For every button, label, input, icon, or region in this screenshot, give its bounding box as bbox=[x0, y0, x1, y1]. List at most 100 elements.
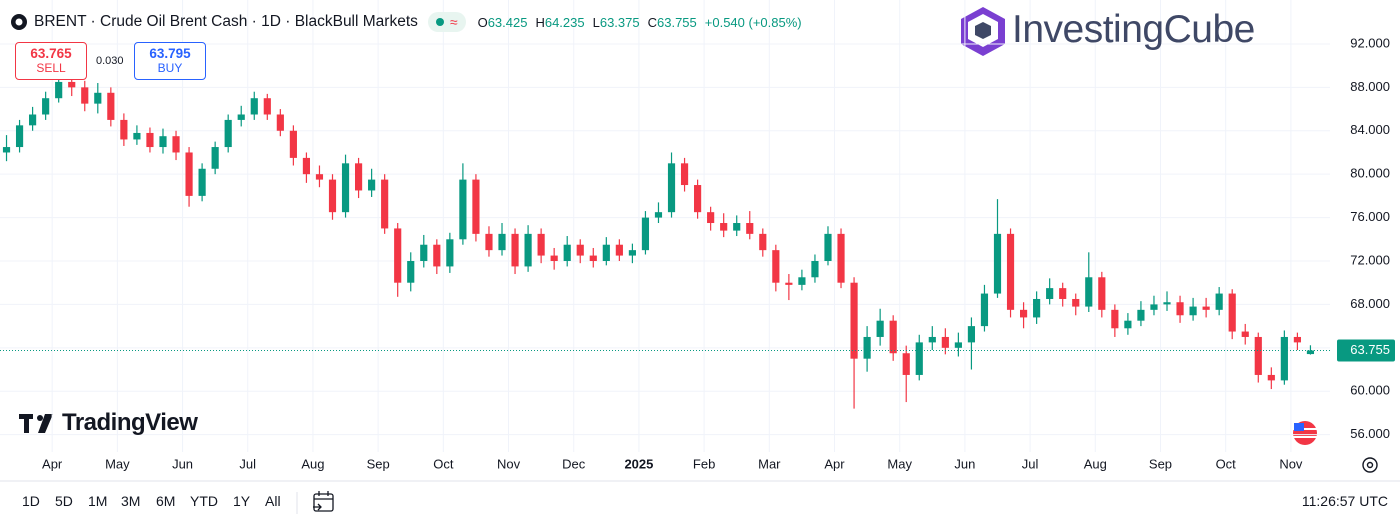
range-button[interactable]: YTD bbox=[190, 493, 218, 509]
candle-body bbox=[707, 212, 715, 224]
ohlc-value: 63.755 bbox=[657, 14, 697, 30]
watermark[interactable]: TradingView bbox=[62, 409, 198, 436]
ohlc-label: O bbox=[477, 14, 488, 30]
candle-body bbox=[524, 233, 532, 267]
candle-body bbox=[1098, 277, 1106, 310]
candle-body bbox=[1215, 293, 1223, 310]
candle-body bbox=[263, 98, 271, 115]
candle-body bbox=[289, 130, 297, 158]
candle-body bbox=[1124, 320, 1132, 329]
clock[interactable]: 11:26:57 UTC bbox=[1301, 493, 1388, 509]
candle-body bbox=[1293, 336, 1301, 343]
x-tick-label: Mar bbox=[758, 456, 781, 471]
candle-body bbox=[94, 92, 102, 104]
candle-body bbox=[498, 233, 506, 251]
candle-body bbox=[550, 255, 558, 261]
range-button[interactable]: 5D bbox=[55, 493, 73, 509]
x-tick-label: 2025 bbox=[624, 456, 653, 471]
range-button[interactable]: 1D bbox=[22, 493, 40, 509]
range-button[interactable]: 1Y bbox=[233, 493, 251, 509]
x-tick-label: Jun bbox=[954, 456, 975, 471]
candle-body bbox=[368, 179, 376, 191]
sell-price: 63.765 bbox=[30, 46, 72, 61]
candle-body bbox=[211, 147, 219, 169]
ohlc-item: H64.235 bbox=[535, 15, 584, 30]
last-price-badge bbox=[1337, 339, 1395, 362]
flag-icon bbox=[1293, 421, 1317, 445]
x-tick-label: Feb bbox=[693, 456, 715, 471]
x-tick-label: May bbox=[105, 456, 130, 471]
candle-body bbox=[42, 98, 50, 115]
candle-body bbox=[381, 179, 389, 229]
candle-body bbox=[654, 212, 663, 218]
y-tick-label: 84.000 bbox=[1350, 122, 1390, 137]
ohlc-item: L63.375 bbox=[593, 15, 640, 30]
candle-body bbox=[537, 233, 545, 256]
ohlc-item: C63.755 bbox=[648, 15, 697, 30]
buy-price: 63.795 bbox=[149, 46, 191, 61]
candle-body bbox=[159, 136, 167, 148]
candle-body bbox=[1006, 233, 1015, 310]
delay-mark: ≈ bbox=[449, 14, 458, 30]
candle-body bbox=[29, 114, 37, 126]
plot bbox=[0, 71, 1330, 409]
candle-body bbox=[55, 81, 63, 99]
y-tick-label: 68.000 bbox=[1350, 296, 1390, 311]
buy-button[interactable]: 63.795 BUY bbox=[134, 42, 206, 80]
x-tick-label: Jul bbox=[239, 456, 256, 471]
grid bbox=[0, 0, 1330, 452]
candle-body bbox=[1033, 298, 1041, 318]
candle-body bbox=[1202, 306, 1210, 310]
candle-body bbox=[1059, 288, 1067, 299]
candle-body bbox=[1072, 298, 1080, 307]
candle-body bbox=[107, 92, 115, 120]
x-tick-label: Apr bbox=[42, 456, 63, 471]
candle-body bbox=[733, 223, 741, 231]
symbol-title[interactable]: BRENT · Crude Oil Brent Cash · 1D · Blac… bbox=[34, 13, 418, 30]
candle-body bbox=[1085, 277, 1093, 307]
x-tick-label: Oct bbox=[1216, 456, 1237, 471]
candle-body bbox=[694, 185, 702, 213]
candle-body bbox=[315, 174, 324, 180]
x-tick-label: Sep bbox=[367, 456, 390, 471]
candle-body bbox=[2, 147, 11, 153]
candle-body bbox=[172, 136, 180, 153]
candle-body bbox=[81, 87, 89, 104]
candle-body bbox=[1267, 374, 1275, 381]
ohlc-values: O63.425 H64.235 L63.375 C63.755 +0.540 (+0.8… bbox=[478, 15, 802, 30]
candle-body bbox=[967, 326, 976, 343]
calendar-icon[interactable] bbox=[313, 491, 334, 512]
candle-body bbox=[641, 217, 650, 251]
range-button[interactable]: 3M bbox=[121, 493, 141, 509]
candle-body bbox=[1176, 302, 1184, 316]
candle-body bbox=[811, 260, 819, 278]
range-button[interactable]: 1M bbox=[88, 493, 108, 509]
candle-body bbox=[837, 233, 845, 283]
x-tick-label: Jul bbox=[1022, 456, 1039, 471]
y-tick-label: 72.000 bbox=[1350, 252, 1390, 267]
candle-body bbox=[928, 336, 936, 343]
y-tick-label: 80.000 bbox=[1350, 166, 1390, 181]
candle-body bbox=[902, 353, 910, 375]
candle-body bbox=[1280, 336, 1288, 381]
candle-body bbox=[302, 157, 311, 175]
axes: Apr May Jun Jul Aug Sep Oct Nov Dec 2025 Feb Mar Apr… bbox=[42, 35, 1395, 471]
status-pill[interactable]: ≈ bbox=[427, 12, 466, 32]
y-tick-label: 60.000 bbox=[1350, 383, 1390, 398]
range-button[interactable]: 6M bbox=[156, 493, 176, 509]
candle-body bbox=[993, 233, 1002, 294]
range-button[interactable]: All bbox=[265, 493, 281, 509]
candle-body bbox=[1254, 336, 1262, 375]
candle-body bbox=[133, 132, 141, 140]
candle-body bbox=[146, 132, 154, 148]
x-tick-label: Nov bbox=[497, 456, 521, 471]
ohlc-change: +0.540 (+0.85%) bbox=[704, 14, 802, 30]
candle-body bbox=[198, 168, 206, 196]
market-open-dot bbox=[435, 18, 444, 26]
sell-button[interactable]: 63.765 SELL bbox=[15, 42, 87, 80]
y-tick-label: 88.000 bbox=[1350, 79, 1390, 94]
x-tick-label: Apr bbox=[824, 456, 845, 471]
settings-icon[interactable] bbox=[1362, 457, 1378, 473]
candle-body bbox=[628, 250, 636, 256]
